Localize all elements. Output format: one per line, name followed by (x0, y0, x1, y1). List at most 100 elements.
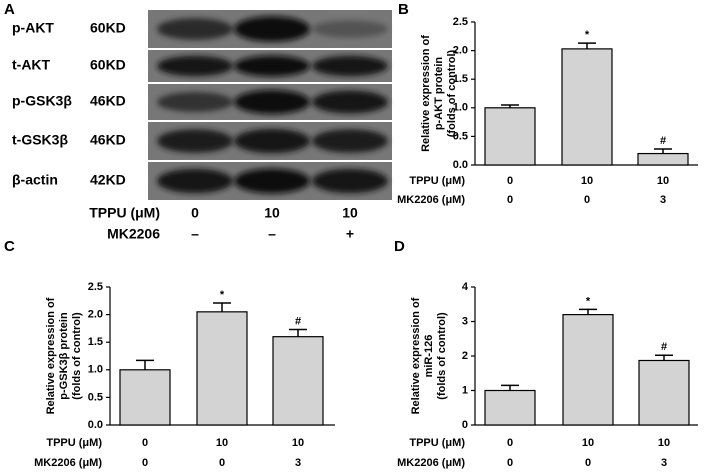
condition-value: 10 (581, 175, 593, 187)
panel-label: D (394, 238, 405, 255)
blot-band (157, 55, 233, 77)
y-tick-label: 2 (462, 350, 468, 362)
blot-row-label: t-GSK3β (12, 132, 68, 148)
condition-label: TPPU (μM) (409, 437, 465, 449)
error-bar (501, 104, 519, 108)
condition-value: 0 (507, 457, 513, 469)
error-bar (289, 328, 307, 337)
y-tick-label: 2.5 (453, 16, 468, 28)
y-tick-label: 2.0 (453, 45, 468, 57)
blot-band (312, 55, 388, 77)
annotation: * (586, 295, 591, 307)
annotation: * (220, 289, 225, 301)
y-tick-label: 4 (462, 281, 469, 293)
y-axis-label: p-AKT protein (433, 57, 445, 131)
condition-value: 0 (219, 457, 225, 469)
y-tick-label: 1.5 (453, 73, 468, 85)
condition-value: 0 (507, 194, 513, 206)
condition-value: 0 (142, 437, 148, 449)
blot-row-label: β-actin (12, 172, 58, 188)
blot-band (312, 90, 388, 114)
panel-label: B (398, 1, 409, 18)
y-tick-label: 1.5 (88, 336, 103, 348)
condition-value: 10 (342, 205, 358, 221)
blot-band (312, 20, 388, 38)
y-axis-label: (folds of control) (436, 312, 448, 400)
annotation: # (660, 135, 666, 147)
condition-label: MK2206 (μM) (397, 457, 465, 469)
condition-value: 3 (295, 457, 301, 469)
annotation: # (661, 341, 667, 353)
y-tick-label: 0.0 (453, 159, 468, 171)
blot-size-label: 46KD (90, 132, 126, 148)
condition-label: MK2206 (μM) (34, 457, 102, 469)
blot-band (157, 129, 233, 153)
bar (561, 48, 613, 166)
bar (196, 311, 248, 426)
y-tick-label: 1 (462, 384, 468, 396)
blot-size-label: 60KD (90, 20, 126, 36)
blot-size-label: 46KD (90, 93, 126, 109)
y-tick-label: 0.5 (88, 391, 103, 403)
condition-value: 10 (657, 175, 669, 187)
y-tick-label: 2.5 (88, 281, 103, 293)
condition-value: 0 (585, 457, 591, 469)
condition-value: – (191, 226, 199, 242)
blot-band (157, 92, 233, 112)
y-axis-label: (folds of control) (446, 49, 458, 137)
blot-row-label: p-AKT (12, 20, 54, 36)
bar-chart: 0.0 0.5 1.0 1.5 2.0 2.5 Relative expression of… (397, 16, 698, 206)
blot-band (234, 128, 310, 154)
condition-label: TPPU (μM) (89, 205, 160, 221)
condition-label: MK2206 (107, 226, 160, 242)
condition-value: 0 (191, 205, 199, 221)
condition-value: – (268, 226, 276, 242)
y-tick-label: 1.0 (453, 102, 468, 114)
error-bar (213, 302, 231, 312)
y-tick-label: 3 (462, 315, 468, 327)
bar (638, 359, 690, 426)
bar (484, 107, 536, 166)
blot-band (234, 55, 310, 77)
condition-value: 3 (661, 457, 667, 469)
condition-value: 3 (660, 194, 666, 206)
error-bar (654, 148, 672, 154)
y-axis-label: Relative expression of (45, 297, 57, 414)
error-bar (501, 384, 519, 391)
bar-chart: 0.0 0.5 1.0 1.5 2.0 2.5 Relative expression of… (34, 281, 335, 469)
blot-band (234, 16, 310, 42)
condition-label: TPPU (μM) (409, 175, 465, 187)
blot-band (157, 18, 233, 40)
error-bar (579, 308, 597, 315)
blot-row-label: p-GSK3β (12, 93, 72, 109)
blot-size-label: 60KD (90, 57, 126, 73)
bar-chart: 0 1 2 3 4 Relative expression of miR-126 (folds… (397, 281, 698, 469)
error-bar (655, 354, 673, 361)
bar (562, 314, 614, 426)
condition-value: 10 (216, 437, 228, 449)
blot-size-label: 42KD (90, 172, 126, 188)
blot-band (312, 129, 388, 153)
y-axis-label: Relative expression of (420, 35, 432, 152)
condition-value: + (346, 226, 354, 242)
bar (119, 369, 171, 426)
blot-band (312, 168, 388, 194)
error-bar (578, 42, 596, 49)
panel-label: C (4, 238, 15, 255)
y-axis-label: (folds of control) (71, 312, 83, 400)
condition-value: 0 (507, 175, 513, 187)
annotation: * (585, 29, 590, 41)
y-tick-label: 2.0 (88, 309, 103, 321)
y-axis-label: miR-126 (423, 335, 435, 378)
condition-value: 0 (507, 437, 513, 449)
condition-value: 10 (264, 205, 280, 221)
condition-value: 10 (582, 437, 594, 449)
bar (484, 389, 536, 426)
y-axis-label: Relative expression of (410, 297, 422, 414)
condition-label: TPPU (μM) (46, 437, 102, 449)
y-tick-label: 0.0 (88, 419, 103, 431)
condition-label: MK2206 (μM) (397, 194, 465, 206)
bar (272, 336, 324, 426)
blot-band (234, 168, 310, 194)
